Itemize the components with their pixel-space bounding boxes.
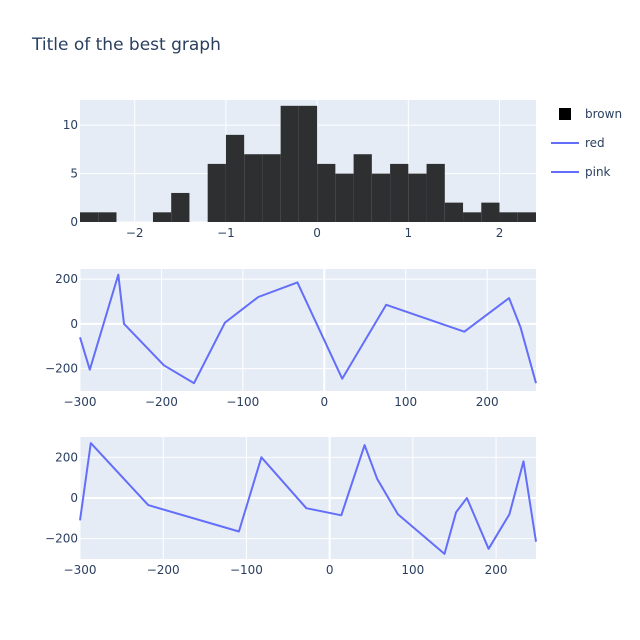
histogram-bar[interactable] <box>371 173 391 222</box>
x-tick-label: −300 <box>64 395 97 409</box>
histogram-bar[interactable] <box>152 212 172 222</box>
x-tick-label: 200 <box>485 563 508 577</box>
y-tick-label: 5 <box>70 167 78 181</box>
histogram-bar[interactable] <box>244 154 263 222</box>
histogram-bar[interactable] <box>390 163 409 222</box>
histogram-bar[interactable] <box>262 154 281 222</box>
histogram-bar[interactable] <box>98 212 117 222</box>
legend-item-red[interactable]: red <box>551 136 605 150</box>
x-tick-label: 2 <box>496 226 504 240</box>
y-tick-label: 0 <box>70 491 78 505</box>
histogram-bar[interactable] <box>225 134 245 222</box>
series-line-red[interactable] <box>79 273 537 385</box>
x-tick-label: 100 <box>394 395 417 409</box>
x-tick-label: −300 <box>64 563 97 577</box>
legend-label: brown <box>585 107 622 121</box>
x-tick-label: 1 <box>404 226 412 240</box>
series-line-pink[interactable] <box>79 442 537 555</box>
histogram-bar[interactable] <box>317 163 336 222</box>
histogram-bar[interactable] <box>444 202 464 222</box>
x-tick-label: −200 <box>147 563 180 577</box>
legend-label: pink <box>585 165 611 179</box>
histogram-bar[interactable] <box>280 105 299 222</box>
histogram-bar[interactable] <box>171 192 190 222</box>
x-tick-label: 100 <box>401 563 424 577</box>
histogram-bar[interactable] <box>408 173 427 222</box>
histogram-bar[interactable] <box>426 163 445 222</box>
histogram-bar[interactable] <box>481 202 500 222</box>
x-tick-label: −100 <box>230 563 263 577</box>
x-tick-label: −1 <box>217 226 235 240</box>
histogram-bar[interactable] <box>298 105 318 222</box>
x-tick-label: 200 <box>476 395 499 409</box>
y-tick-label: −200 <box>45 532 78 546</box>
y-tick-label: 200 <box>55 272 78 286</box>
histogram-bar[interactable] <box>499 212 518 222</box>
legend-item-pink[interactable]: pink <box>551 165 611 179</box>
y-tick-label: 0 <box>70 317 78 331</box>
y-tick-label: 200 <box>55 450 78 464</box>
chart-legend[interactable]: brown red pink <box>551 107 622 179</box>
histogram-bar[interactable] <box>207 163 226 222</box>
subplot-3[interactable]: −300 −200 −100 0 100 200 −200 0 200 <box>45 437 537 577</box>
subplot-1[interactable]: −2 −1 0 1 2 0 5 10 <box>63 100 536 240</box>
y-tick-label: 10 <box>63 118 78 132</box>
histogram-bar[interactable] <box>463 212 482 222</box>
histogram-bar[interactable] <box>353 154 372 222</box>
x-tick-label: 0 <box>313 226 321 240</box>
chart-title: Title of the best graph <box>31 35 221 55</box>
subplot-2[interactable]: −300 −200 −100 0 100 200 −200 0 200 <box>45 269 537 409</box>
histogram-bar[interactable] <box>517 212 536 222</box>
histogram-bar[interactable] <box>335 173 354 222</box>
histogram-bar[interactable] <box>80 212 99 222</box>
x-tick-label: 0 <box>326 563 334 577</box>
legend-item-brown[interactable]: brown <box>559 107 622 121</box>
x-tick-label: 0 <box>320 395 328 409</box>
legend-swatch <box>559 108 571 120</box>
y-tick-label: 0 <box>70 215 78 229</box>
x-tick-label: −100 <box>226 395 259 409</box>
x-tick-label: −2 <box>126 226 144 240</box>
legend-label: red <box>585 136 605 150</box>
y-tick-label: −200 <box>45 362 78 376</box>
x-tick-label: −200 <box>145 395 178 409</box>
